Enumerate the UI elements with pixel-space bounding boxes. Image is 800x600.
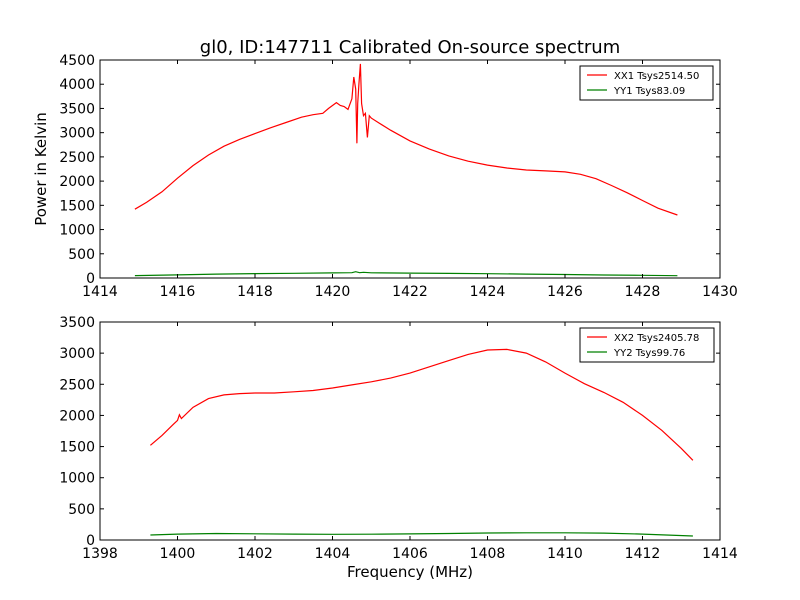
x-tick-label: 1420	[315, 284, 351, 300]
y-tick-label: 4500	[59, 53, 95, 69]
x-tick-label: 1414	[702, 546, 738, 562]
x-tick-label: 1402	[237, 546, 273, 562]
legend-label: XX2 Tsys2405.78	[614, 333, 699, 344]
x-tick-label: 1422	[392, 284, 428, 300]
x-tick-label: 1414	[82, 284, 118, 300]
y-tick-label: 2000	[59, 408, 95, 424]
series-line-2-2	[150, 532, 693, 537]
x-tick-label: 1404	[315, 546, 351, 562]
x-tick-label: 1412	[625, 546, 661, 562]
y-tick-label: 2500	[59, 377, 95, 393]
series-line-1-1	[134, 63, 678, 216]
y-tick-label: 1000	[59, 471, 95, 487]
legend: XX1 Tsys2514.50 YY1 Tsys83.09	[579, 65, 714, 101]
x-tick-label: 1418	[237, 284, 273, 300]
x-tick-label: 1398	[82, 546, 118, 562]
legend-label: XX1 Tsys2514.50	[614, 71, 699, 82]
x-tick-label: 1426	[547, 284, 583, 300]
x-tick-label: 1416	[160, 284, 196, 300]
y-tick-label: 1500	[59, 198, 95, 214]
y-axis-label: Power in Kelvin	[32, 112, 50, 226]
legend-label: YY2 Tsys99.76	[613, 348, 685, 359]
series-line-2-1	[150, 348, 694, 461]
y-tick-label: 0	[86, 533, 95, 549]
bottom-plot: 1398 1400 1402 1404 1406 1408 1410 1412 1414 0 500…	[59, 315, 738, 562]
chart-title: gl0, ID:147711 Calibrated On-source spec…	[200, 37, 620, 58]
legend-box	[579, 327, 715, 363]
x-tick-label: 1406	[392, 546, 428, 562]
y-tick-label: 3500	[59, 315, 95, 331]
x-tick-label: 1400	[160, 546, 196, 562]
top-plot: 1414 1416 1418 1420 1422 1424 1426 1428 1430 0 500…	[59, 53, 737, 300]
y-tick-label: 4000	[59, 77, 95, 93]
x-tick-label: 1410	[547, 546, 583, 562]
y-tick-label: 3000	[59, 346, 95, 362]
y-tick-label: 2500	[59, 150, 95, 166]
legend: XX2 Tsys2405.78 YY2 Tsys99.76	[579, 327, 715, 363]
y-tick-label: 0	[86, 271, 95, 287]
y-tick-label: 2000	[59, 174, 95, 190]
x-tick-label: 1408	[470, 546, 506, 562]
y-tick-label: 1000	[59, 223, 95, 239]
x-tick-label: 1430	[702, 284, 738, 300]
y-tick-label: 1500	[59, 440, 95, 456]
x-tick-label: 1424	[470, 284, 506, 300]
legend-label: YY1 Tsys83.09	[613, 86, 685, 97]
y-tick-label: 3000	[59, 126, 95, 142]
y-tick-label: 500	[68, 502, 95, 518]
x-tick-label: 1428	[625, 284, 661, 300]
y-tick-label: 500	[68, 247, 95, 263]
legend-box	[579, 65, 714, 101]
x-axis-label: Frequency (MHz)	[347, 563, 473, 581]
y-tick-label: 3500	[59, 101, 95, 117]
